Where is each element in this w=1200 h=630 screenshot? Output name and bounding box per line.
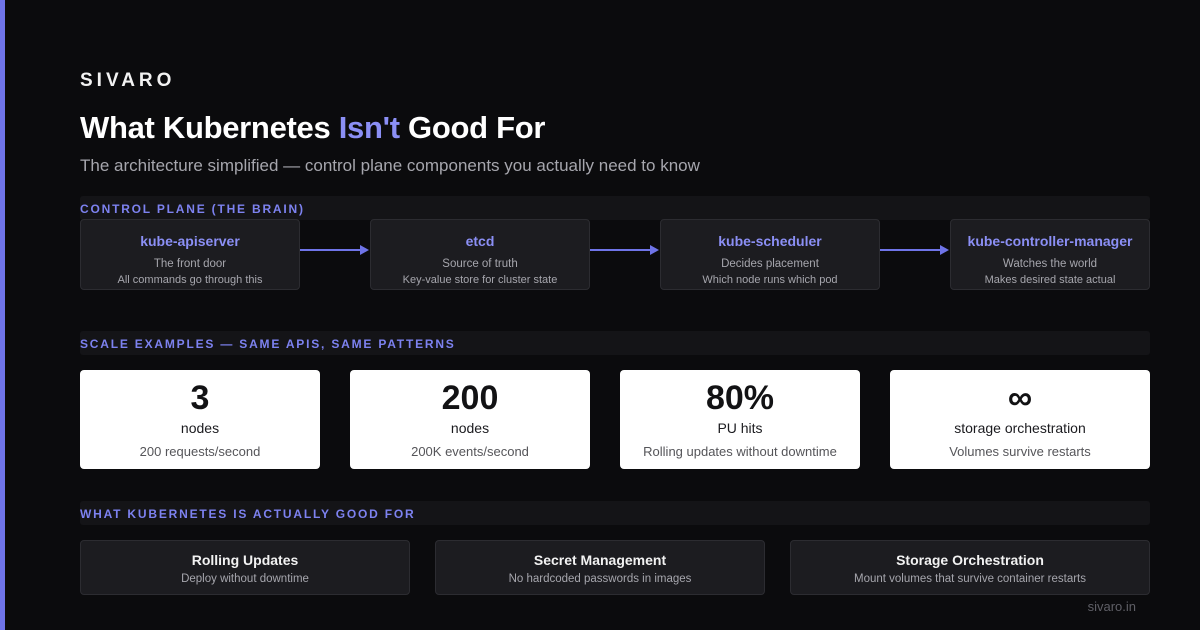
scale-value: 3 xyxy=(190,379,210,417)
scale-note: 200 requests/second xyxy=(139,444,261,459)
component-name: etcd xyxy=(465,233,495,249)
scale-section-label: SCALE EXAMPLES — SAME APIS, SAME PATTERN… xyxy=(80,337,456,351)
title-end: Good For xyxy=(399,110,546,145)
component-role: Watches the world xyxy=(1002,258,1098,270)
component-name: kube-apiserver xyxy=(140,233,240,249)
scale-card: ∞ storage orchestration Volumes survive … xyxy=(890,370,1150,469)
scale-unit: nodes xyxy=(450,420,490,436)
good-for-card: Rolling Updates Deploy without downtime xyxy=(80,540,410,595)
good-for-title: Secret Management xyxy=(533,552,667,568)
good-for-title: Storage Orchestration xyxy=(896,552,1044,568)
scale-unit: PU hits xyxy=(717,420,763,436)
scale-section-header: SCALE EXAMPLES — SAME APIS, SAME PATTERN… xyxy=(80,331,1150,355)
good-for-card: Storage Orchestration Mount volumes that… xyxy=(790,540,1150,595)
component-role: Source of truth xyxy=(442,258,518,270)
flow-arrow-icon xyxy=(590,245,659,255)
title-highlight: Isn't xyxy=(338,110,400,145)
component-card-etcd: etcd Source of truth Key-value store for… xyxy=(370,219,590,290)
component-detail: Makes desired state actual xyxy=(984,274,1116,286)
component-card-scheduler: kube-scheduler Decides placement Which n… xyxy=(660,219,880,290)
scale-value: 80% xyxy=(705,379,775,417)
scale-note: Rolling updates without downtime xyxy=(643,444,837,459)
scale-card: 200 nodes 200K events/second xyxy=(350,370,590,469)
component-name: kube-scheduler xyxy=(718,233,822,249)
scale-card: 3 nodes 200 requests/second xyxy=(80,370,320,469)
component-role: Decides placement xyxy=(721,258,819,270)
good-for-section-label: WHAT KUBERNETES IS ACTUALLY GOOD FOR xyxy=(80,507,416,521)
component-card-apiserver: kube-apiserver The front door All comman… xyxy=(80,219,300,290)
component-name: kube-controller-manager xyxy=(967,233,1133,249)
title-start: What Kubernetes xyxy=(80,110,339,145)
scale-value: ∞ xyxy=(1007,379,1033,417)
page-title: What Kubernetes Isn't Good For xyxy=(80,110,545,146)
control-plane-section-header: CONTROL PLANE (THE BRAIN) xyxy=(80,196,1150,220)
good-for-section-header: WHAT KUBERNETES IS ACTUALLY GOOD FOR xyxy=(80,501,1150,525)
control-plane-section-label: CONTROL PLANE (THE BRAIN) xyxy=(80,202,305,216)
scale-note: 200K events/second xyxy=(411,444,529,459)
brand-logo-text: SIVARO xyxy=(80,70,176,91)
good-for-title: Rolling Updates xyxy=(191,552,299,568)
component-role: The front door xyxy=(153,258,227,270)
component-detail: All commands go through this xyxy=(117,274,263,286)
scale-unit: storage orchestration xyxy=(954,420,1086,436)
flow-arrow-icon xyxy=(880,245,949,255)
good-for-desc: Deploy without downtime xyxy=(181,573,309,585)
good-for-card: Secret Management No hardcoded passwords… xyxy=(435,540,765,595)
page-subtitle: The architecture simplified — control pl… xyxy=(80,156,700,175)
component-card-controller-manager: kube-controller-manager Watches the worl… xyxy=(950,219,1150,290)
left-accent-bar xyxy=(0,0,5,630)
flow-arrow-icon xyxy=(300,245,369,255)
component-detail: Which node runs which pod xyxy=(702,274,838,286)
scale-note: Volumes survive restarts xyxy=(949,444,1091,459)
scale-value: 200 xyxy=(441,379,499,417)
scale-card: 80% PU hits Rolling updates without down… xyxy=(620,370,860,469)
good-for-desc: Mount volumes that survive container res… xyxy=(853,573,1087,585)
footer-url: sivaro.in xyxy=(1087,599,1136,614)
good-for-desc: No hardcoded passwords in images xyxy=(508,573,692,585)
component-detail: Key-value store for cluster state xyxy=(402,274,558,286)
scale-unit: nodes xyxy=(180,420,220,436)
